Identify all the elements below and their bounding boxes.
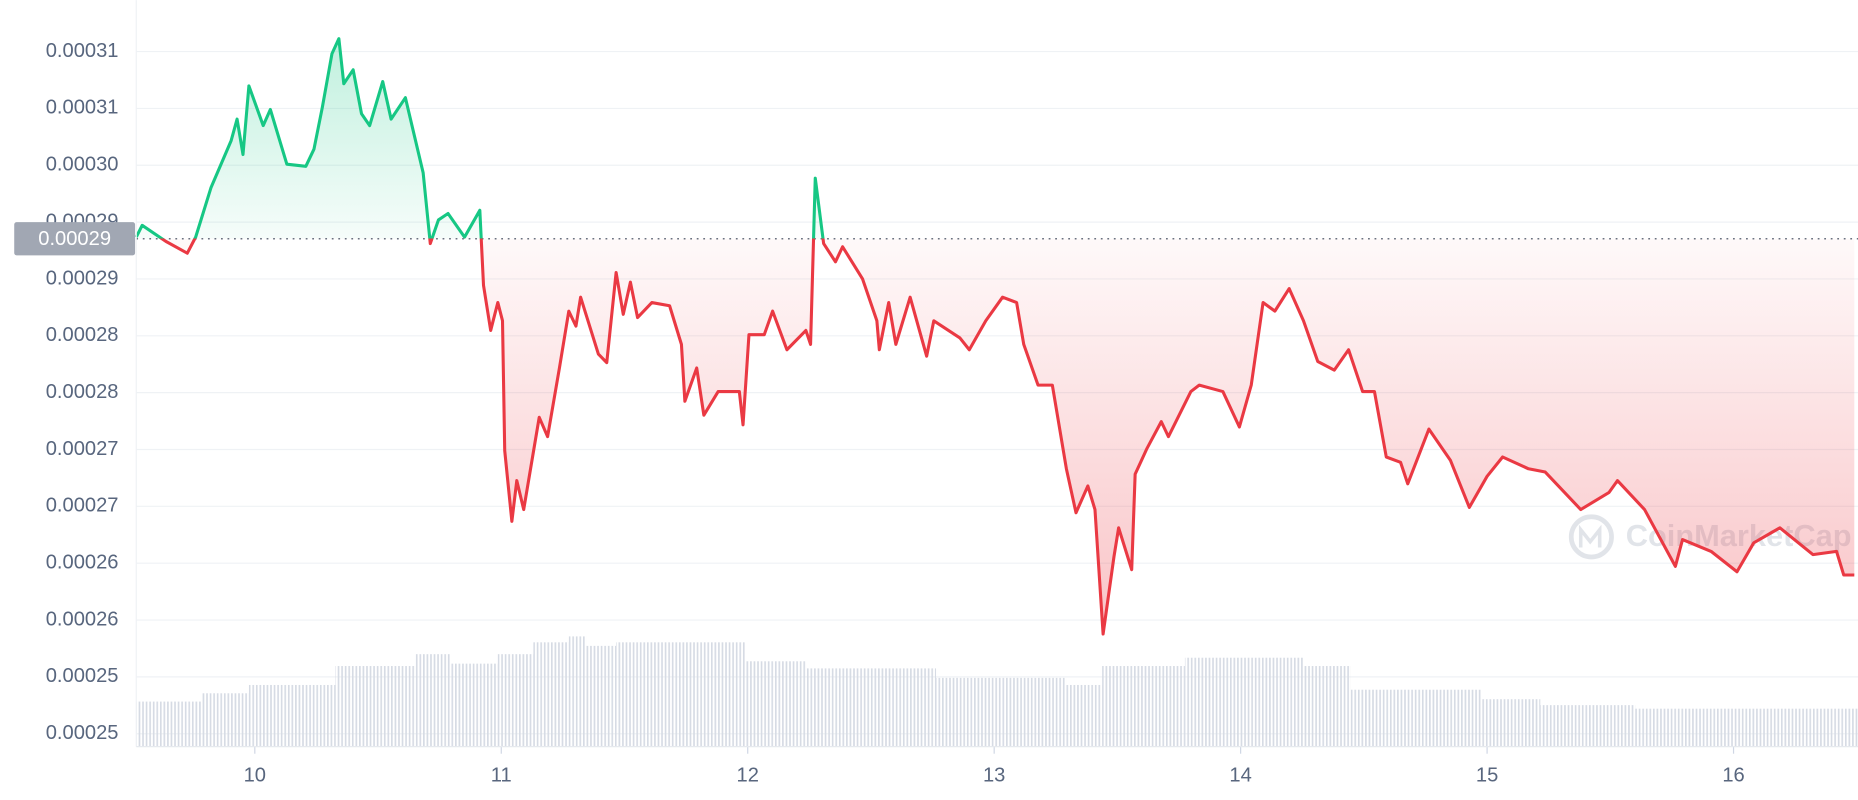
volume-bar xyxy=(136,701,202,747)
volume-bar xyxy=(805,668,937,747)
axes: 0.00025 0.00025 0.00026 0.00026 0.00027 0.000… xyxy=(14,0,1858,787)
grid xyxy=(136,50,1858,735)
reference-label: 0.00029 xyxy=(38,228,111,250)
y-tick-label: 0.00030 xyxy=(46,154,119,176)
volume-bar xyxy=(616,642,747,747)
x-tick-label: 13 xyxy=(983,765,1005,787)
volume-bar xyxy=(746,661,806,747)
reference-badge xyxy=(14,222,136,256)
y-tick-label: 0.00026 xyxy=(46,551,119,573)
volume-bar xyxy=(201,693,249,747)
volume-bar xyxy=(936,677,1067,747)
y-tick-label: 0.00028 xyxy=(46,381,119,403)
x-tick-label: 14 xyxy=(1229,765,1251,787)
volume-bar xyxy=(1635,708,1858,747)
area-fill xyxy=(136,38,1855,634)
volume-bar xyxy=(497,654,534,747)
x-tick-label: 16 xyxy=(1722,765,1744,787)
y-tick-label: 0.00026 xyxy=(46,608,119,630)
x-tick-label: 11 xyxy=(491,765,512,787)
volume-bar xyxy=(414,654,451,747)
volume-bar xyxy=(335,666,415,747)
volume-bar xyxy=(450,663,498,747)
volume xyxy=(136,636,1858,747)
x-tick-label: 12 xyxy=(737,765,759,787)
volume-bar xyxy=(1066,684,1103,747)
y-tick-label: 0.00028 xyxy=(46,324,119,346)
y-tick-label: 0.00031 xyxy=(46,97,119,119)
plot xyxy=(134,37,1858,636)
x-tick-label: 15 xyxy=(1476,765,1498,787)
y-tick-label: 0.00025 xyxy=(46,722,119,744)
price-line xyxy=(134,37,1855,636)
volume-bar xyxy=(533,642,569,747)
y-tick-label: 0.00025 xyxy=(46,665,119,687)
volume-bar xyxy=(586,645,617,747)
volume-bar xyxy=(1102,666,1185,747)
volume-bar xyxy=(248,684,336,747)
volume-bar xyxy=(568,636,587,747)
volume-bar xyxy=(1184,657,1304,747)
y-tick-label: 0.00027 xyxy=(46,495,119,517)
volume-bar xyxy=(1303,666,1351,747)
x-tick-label: 10 xyxy=(244,765,266,787)
y-tick-label: 0.00031 xyxy=(46,40,119,62)
y-tick-label: 0.00027 xyxy=(46,438,119,460)
volume-bar xyxy=(1350,689,1482,747)
y-tick-label: 0.00029 xyxy=(46,267,119,289)
volume-bar xyxy=(1481,699,1541,747)
volume-bar xyxy=(1540,705,1636,747)
